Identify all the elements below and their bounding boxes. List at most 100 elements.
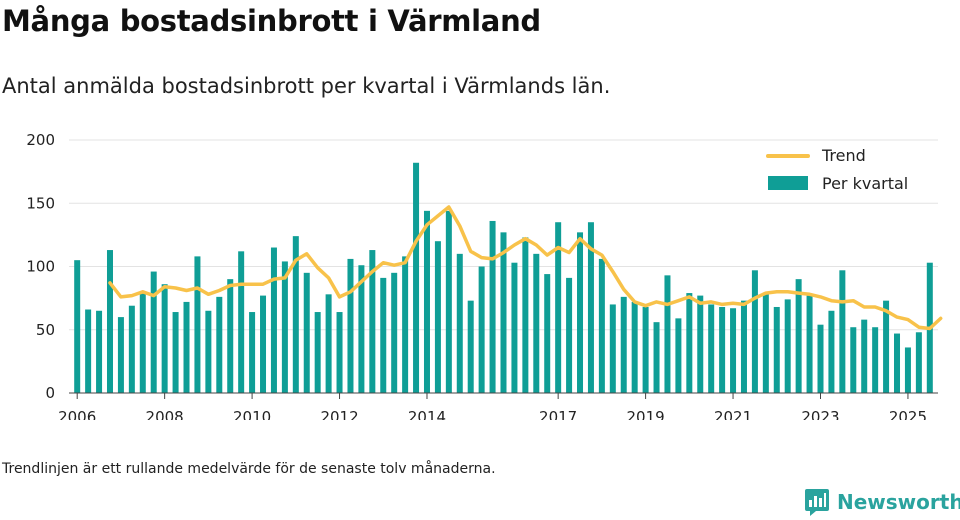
bar bbox=[850, 327, 857, 393]
footnote: Trendlinjen är ett rullande medelvärde f… bbox=[2, 461, 496, 477]
x-tick-label: 2008 bbox=[146, 408, 184, 420]
bar bbox=[500, 232, 507, 393]
bar bbox=[128, 305, 135, 393]
bar bbox=[161, 284, 168, 393]
bar bbox=[117, 317, 124, 393]
bar bbox=[533, 253, 540, 393]
legend-bar-swatch bbox=[768, 176, 808, 190]
bar bbox=[686, 293, 693, 393]
bar bbox=[194, 256, 201, 393]
bar bbox=[445, 210, 452, 393]
bar bbox=[325, 294, 332, 393]
x-tick-label: 2023 bbox=[801, 408, 839, 420]
y-tick-label: 50 bbox=[36, 321, 55, 339]
axis-layer: 0 50 100 150 200 2006 2008 2010 2012 2014 2017 2019… bbox=[26, 131, 938, 420]
chart-subtitle: Antal anmälda bostadsinbrott per kvartal… bbox=[2, 74, 611, 98]
bar bbox=[740, 300, 747, 393]
x-tick-label: 2025 bbox=[889, 408, 927, 420]
bar bbox=[817, 324, 824, 393]
bar bbox=[183, 301, 190, 393]
bar bbox=[697, 295, 704, 393]
bar bbox=[861, 319, 868, 393]
bar bbox=[270, 247, 277, 393]
bar bbox=[303, 272, 310, 393]
brand-name: Newsworthy bbox=[837, 490, 960, 514]
bar bbox=[598, 258, 605, 393]
chart-title: Många bostadsinbrott i Värmland bbox=[2, 4, 541, 38]
bar bbox=[642, 306, 649, 393]
bar bbox=[150, 271, 157, 393]
bar bbox=[773, 306, 780, 393]
bar bbox=[609, 304, 616, 393]
bar bbox=[380, 277, 387, 393]
bar bbox=[806, 295, 813, 393]
bar bbox=[566, 277, 573, 393]
bar bbox=[292, 236, 299, 393]
bar bbox=[489, 220, 496, 393]
x-tick-label: 2006 bbox=[58, 408, 96, 420]
bar bbox=[839, 270, 846, 393]
bar bbox=[106, 250, 113, 393]
bar bbox=[391, 272, 398, 393]
bar bbox=[260, 295, 267, 393]
bar bbox=[511, 262, 518, 393]
bar bbox=[456, 253, 463, 393]
x-tick-label: 2019 bbox=[627, 408, 665, 420]
bar bbox=[883, 300, 890, 393]
bar bbox=[205, 310, 212, 393]
bar bbox=[74, 260, 81, 393]
bar bbox=[249, 312, 256, 393]
line-layer bbox=[108, 205, 943, 331]
bar bbox=[358, 265, 365, 393]
bar bbox=[369, 250, 376, 393]
brand-logo: Newsworthy bbox=[804, 487, 960, 517]
bar bbox=[478, 266, 485, 393]
bar bbox=[620, 296, 627, 393]
x-tick-label: 2010 bbox=[233, 408, 271, 420]
bar bbox=[413, 162, 420, 393]
bar bbox=[664, 275, 671, 393]
bar bbox=[577, 232, 584, 393]
bar bbox=[653, 322, 660, 393]
bar bbox=[227, 279, 234, 393]
bar bbox=[139, 291, 146, 393]
bar bbox=[314, 312, 321, 393]
bar bbox=[587, 222, 594, 393]
bar bbox=[555, 222, 562, 393]
bar bbox=[828, 310, 835, 393]
bar bbox=[85, 309, 92, 393]
bar bbox=[675, 318, 682, 393]
bar bbox=[402, 256, 409, 393]
bar bbox=[96, 310, 103, 393]
x-tick-label: 2021 bbox=[714, 408, 752, 420]
bar bbox=[336, 312, 343, 393]
x-tick-label: 2012 bbox=[320, 408, 358, 420]
bar bbox=[172, 312, 179, 393]
bar bbox=[631, 301, 638, 393]
bar-layer bbox=[74, 162, 933, 393]
bar bbox=[762, 294, 769, 393]
bar bbox=[281, 261, 288, 393]
legend-bar-label: Per kvartal bbox=[822, 174, 908, 193]
bar bbox=[730, 308, 737, 393]
bar bbox=[904, 347, 911, 393]
newsworthy-icon bbox=[805, 489, 829, 516]
bar bbox=[467, 300, 474, 393]
bar bbox=[434, 241, 441, 393]
y-tick-label: 150 bbox=[26, 194, 55, 212]
bar bbox=[915, 332, 922, 393]
bar bbox=[238, 251, 245, 393]
y-tick-label: 200 bbox=[26, 131, 55, 149]
bar bbox=[751, 270, 758, 393]
bar bbox=[423, 210, 430, 393]
chart: 0 50 100 150 200 2006 2008 2010 2012 2014 2017 2019… bbox=[26, 131, 943, 420]
x-tick-label: 2017 bbox=[539, 408, 577, 420]
legend-trend-label: Trend bbox=[821, 146, 866, 165]
bar bbox=[522, 237, 529, 393]
legend: Trend Per kvartal bbox=[766, 146, 908, 193]
y-tick-label: 100 bbox=[26, 258, 55, 276]
bar bbox=[544, 274, 551, 393]
bar bbox=[795, 279, 802, 393]
y-tick-label: 0 bbox=[45, 384, 55, 402]
bar bbox=[784, 299, 791, 393]
